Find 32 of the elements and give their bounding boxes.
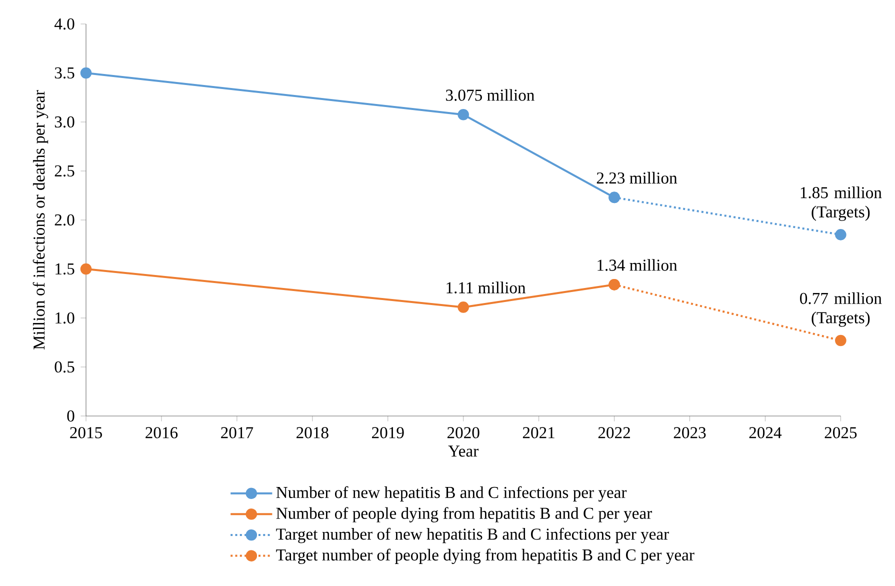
x-tick-label: 2016: [146, 427, 178, 438]
annotation: 1.34 million: [598, 259, 678, 271]
y-tick-label: 4.0: [54, 18, 74, 30]
y-tick-label: 2.0: [54, 214, 74, 226]
x-tick-label: 2015: [70, 427, 102, 438]
x-tick-label: 2017: [221, 427, 254, 438]
x-tick-label: 2023: [674, 427, 706, 438]
x-tick-label: 2018: [296, 427, 328, 438]
x-axis-title: Year: [448, 446, 478, 457]
y-tick-label: 3.0: [54, 116, 74, 128]
annotation: 1.85 million (Targets): [800, 186, 882, 221]
legend-label: Target number of new hepatitis B and C infections per year: [276, 528, 669, 544]
y-tick-label: 1.0: [56, 312, 74, 324]
y-tick-label: 0.5: [54, 361, 74, 373]
y-tick-label: 0: [67, 410, 74, 422]
annotation: 0.77 million (Targets): [800, 292, 882, 327]
y-axis-title: Million of infections or deaths per year: [32, 90, 48, 350]
x-tick-label: 2019: [372, 427, 404, 438]
x-tick-label: 2020: [447, 427, 480, 438]
annotation: 2.23 million: [596, 172, 678, 184]
x-tick-label: 2022: [598, 427, 630, 438]
x-tick-label: 2025: [824, 427, 857, 438]
x-tick-label: 2024: [749, 427, 782, 438]
y-tick-label: 3.5: [54, 67, 74, 79]
annotation: 1.11 million: [446, 282, 526, 294]
y-tick-label: 2.5: [54, 165, 74, 177]
annotation: 3.075 million: [446, 89, 534, 101]
y-tick-label: 1.5: [56, 263, 74, 275]
legend-label: Number of people dying from hepatitis B and C per year: [276, 507, 652, 522]
x-tick-label: 2021: [522, 427, 554, 438]
legend-label: Target number of people dying from hepatitis B and C per year: [276, 548, 694, 564]
legend-label: Number of new hepatitis B and C infections per year: [276, 486, 627, 502]
